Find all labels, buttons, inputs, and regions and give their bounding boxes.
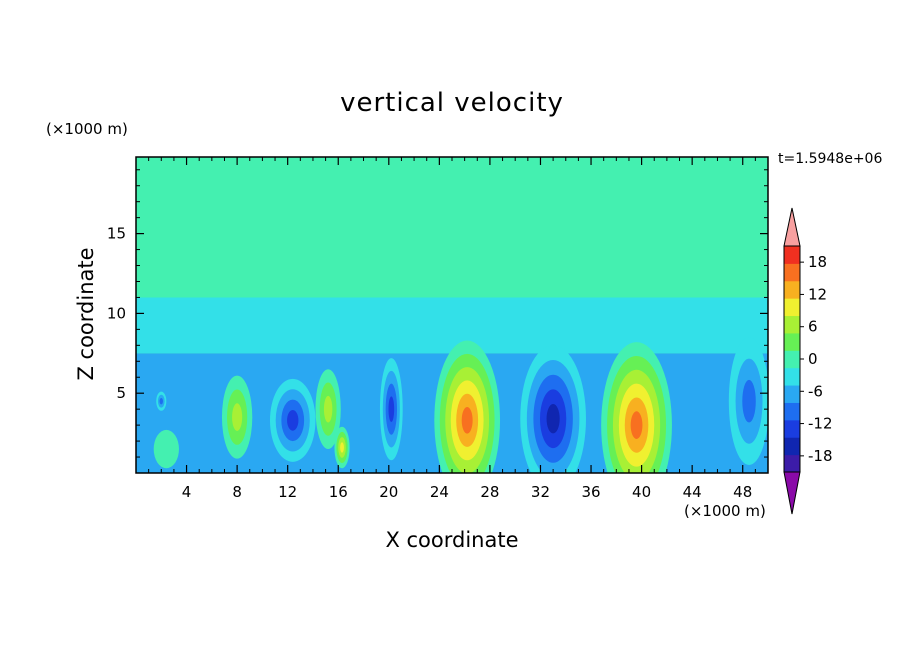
colorbar-tick-label: -12 — [808, 415, 833, 433]
colorbar-segment — [784, 419, 800, 438]
x-tick-label: 12 — [278, 483, 297, 501]
colorbar-segment — [784, 246, 800, 264]
contour-level — [388, 396, 395, 422]
velocity-cell — [434, 340, 501, 473]
velocity-cell — [315, 369, 341, 450]
velocity-cell — [153, 429, 179, 469]
colorbar-tick-label: 18 — [808, 253, 827, 271]
colorbar-segment — [784, 437, 800, 456]
chart-title: vertical velocity — [340, 88, 564, 118]
contour-level — [159, 397, 163, 405]
velocity-cell — [728, 337, 768, 466]
colorbar-over-arrow — [783, 207, 801, 247]
contour-level — [232, 403, 243, 431]
contour-cells-layer — [153, 337, 768, 473]
x-tick-label: 36 — [581, 483, 600, 501]
x-tick-label: 32 — [531, 483, 550, 501]
colorbar-segment — [784, 367, 800, 386]
x-tick-label: 44 — [683, 483, 702, 501]
colorbar-segment — [784, 385, 800, 403]
colorbar-tick-label: -6 — [808, 382, 823, 400]
colorbar-tick-label: 0 — [808, 350, 818, 368]
contour-level — [340, 442, 344, 453]
x-tick-label: 28 — [480, 483, 499, 501]
colorbar-segment — [784, 298, 800, 317]
velocity-cell — [379, 358, 403, 461]
colorbar-under-arrow — [783, 471, 801, 515]
y-tick-label: 15 — [107, 225, 126, 243]
velocity-cell — [156, 391, 167, 411]
colorbar-segment — [784, 402, 800, 421]
colorbar-segment — [784, 332, 800, 351]
x-tick-label: 16 — [329, 483, 348, 501]
velocity-cell — [520, 345, 586, 473]
y-axis-label: Z coordinate — [74, 247, 98, 381]
x-tick-label: 8 — [232, 483, 242, 501]
contour-level — [630, 411, 643, 439]
y-tick-label: 10 — [107, 304, 126, 322]
colorbar-tick-label: 12 — [808, 285, 827, 303]
y-axis-unit: (×1000 m) — [46, 120, 128, 138]
x-axis-unit: (×1000 m) — [684, 502, 766, 520]
x-axis-label: X coordinate — [385, 528, 519, 552]
x-tick-label: 40 — [632, 483, 651, 501]
colorbar-tick-label: -18 — [808, 447, 833, 465]
x-tick-label: 24 — [430, 483, 449, 501]
colorbar: 18 12 6 0 -6 -12 -18 — [783, 207, 833, 515]
y-axis-ticks: 5 10 15 — [107, 169, 768, 458]
contour-level — [461, 407, 473, 434]
contour-level — [323, 395, 333, 423]
time-label: t=1.5948e+06 — [778, 151, 883, 167]
velocity-cell — [601, 342, 672, 473]
velocity-cell — [334, 426, 350, 469]
colorbar-segment — [784, 350, 800, 369]
x-axis-ticks: 4 8 12 16 20 24 28 32 36 40 44 48 — [148, 157, 756, 501]
contour-level — [546, 404, 560, 434]
colorbar-segment — [784, 315, 800, 334]
velocity-cell — [269, 378, 316, 462]
x-tick-label: 4 — [182, 483, 192, 501]
x-tick-label: 20 — [379, 483, 398, 501]
colorbar-segment — [784, 454, 800, 473]
x-tick-label: 48 — [733, 483, 752, 501]
y-tick-label: 5 — [116, 384, 126, 402]
contour-level — [287, 409, 299, 431]
velocity-cell — [221, 375, 253, 459]
background-band — [136, 157, 768, 298]
colorbar-segment — [784, 280, 800, 299]
contour-level — [742, 379, 756, 423]
contour-level — [153, 429, 179, 469]
colorbar-tick-label: 6 — [808, 318, 818, 336]
background-band — [136, 297, 768, 354]
colorbar-segment — [784, 263, 800, 282]
